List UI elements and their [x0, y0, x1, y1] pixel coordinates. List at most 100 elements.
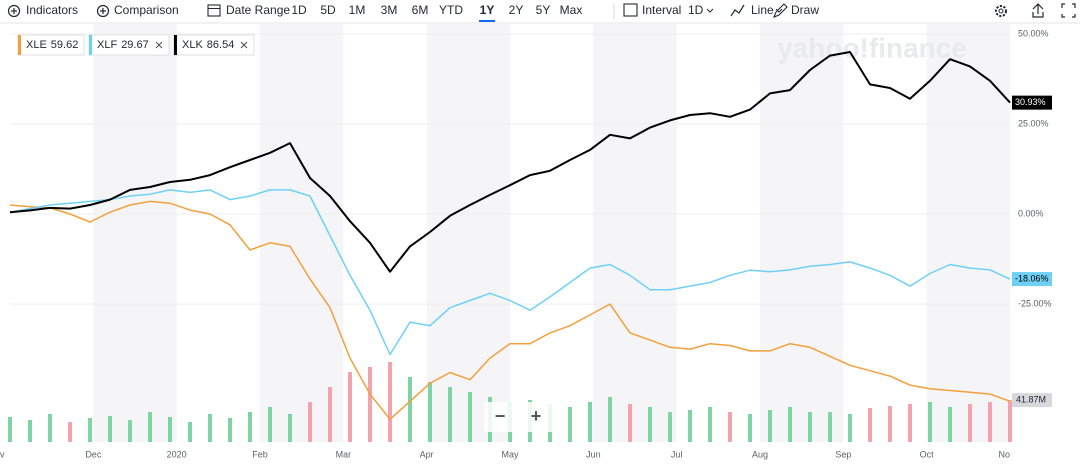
- month-band: [926, 24, 1010, 442]
- legend-swatch: [174, 35, 177, 55]
- remove-icon[interactable]: [240, 41, 248, 49]
- volume-bar: [468, 392, 472, 442]
- range-button[interactable]: 1D: [291, 3, 307, 17]
- legend-price: 59.62: [51, 39, 79, 51]
- range-button[interactable]: 1Y: [480, 3, 495, 17]
- legend-chip[interactable]: XLE 59.62: [17, 34, 85, 56]
- range-button[interactable]: Max: [560, 3, 583, 17]
- draw-label[interactable]: Draw: [791, 3, 819, 17]
- volume-badge: [1012, 393, 1052, 408]
- icon: [96, 4, 110, 18]
- interval-label[interactable]: Interval: [642, 3, 681, 17]
- icon: [773, 3, 788, 18]
- x-tick-label: Mar: [336, 449, 352, 459]
- x-tick-label: 2020: [167, 449, 187, 459]
- x-tick-label: Feb: [252, 449, 268, 459]
- last-value-badge: [1012, 95, 1052, 110]
- legend-name: XLK: [182, 39, 203, 51]
- volume-bar: [348, 372, 352, 442]
- x-tick-label: Oct: [920, 449, 935, 459]
- legend: XLE 59.62 XLF 29.67 XLK 86.54: [17, 34, 255, 56]
- volume-bar: [448, 387, 452, 442]
- comparison-button[interactable]: Comparison: [96, 3, 179, 18]
- legend-chip[interactable]: XLF 29.67: [88, 34, 170, 56]
- icon: [7, 4, 21, 18]
- interval-value[interactable]: 1D: [688, 3, 704, 17]
- zoom-in[interactable]: +: [531, 406, 542, 426]
- range-button[interactable]: 5D: [320, 3, 336, 17]
- volume-bar: [948, 407, 952, 442]
- volume-label: 41.87M: [1016, 395, 1046, 405]
- volume-bar: [968, 404, 972, 442]
- legend-price: 86.54: [207, 39, 235, 51]
- icon: [207, 4, 221, 17]
- month-band: [593, 24, 677, 442]
- date-range-button[interactable]: Date Range: [207, 3, 290, 17]
- legend-chip[interactable]: XLK 86.54: [173, 34, 255, 56]
- icon: [623, 3, 638, 17]
- volume-bar: [708, 407, 712, 442]
- y-tick-label: 0.00%: [1018, 208, 1044, 218]
- volume-bar: [788, 407, 792, 442]
- fullscreen-button[interactable]: [1061, 3, 1076, 18]
- volume-bar: [568, 407, 572, 442]
- month-bands: [93, 24, 1010, 442]
- zoom-controls: − +: [484, 402, 556, 432]
- volume-bar: [148, 412, 152, 442]
- volume-bar: [428, 382, 432, 442]
- indicators-label[interactable]: Indicators: [26, 3, 78, 17]
- range-button[interactable]: 3M: [381, 3, 398, 17]
- date-range-label[interactable]: Date Range: [226, 3, 290, 17]
- volume-bar: [688, 410, 692, 442]
- volume-bar: [608, 397, 612, 442]
- month-band: [93, 24, 177, 442]
- volume-bar: [308, 402, 312, 442]
- volume-bar: [748, 414, 752, 442]
- range-button[interactable]: YTD: [439, 3, 463, 17]
- volume-bar: [648, 407, 652, 442]
- x-tick-label: Jun: [586, 449, 601, 459]
- x-tick-label: Sep: [835, 449, 851, 459]
- share-button[interactable]: [1032, 3, 1044, 18]
- y-tick-label: 25.00%: [1018, 118, 1049, 128]
- icon: [995, 5, 1007, 17]
- volume-bar: [268, 407, 272, 442]
- plot: v Dec 2020 Feb Mar Apr May Jun Jul Aug Sep Oct No 50.…: [0, 28, 1052, 459]
- settings-button[interactable]: [995, 5, 1007, 17]
- zoom-panel: [484, 402, 556, 432]
- series-line: [9, 51, 1011, 273]
- x-tick-label: Apr: [420, 449, 434, 459]
- line-button[interactable]: Line: [730, 3, 783, 17]
- line-label[interactable]: Line: [751, 3, 774, 17]
- volume-bar: [188, 422, 192, 442]
- range-button[interactable]: 6M: [412, 3, 429, 17]
- volume-bar: [88, 418, 92, 442]
- volume-bar: [888, 406, 892, 442]
- range-button[interactable]: 2Y: [509, 3, 524, 17]
- legend-name: XLF: [97, 39, 117, 51]
- interval-button[interactable]: Interval 1D: [623, 3, 714, 17]
- month-band: [426, 24, 510, 442]
- volume-bar: [928, 402, 932, 442]
- range-button[interactable]: 1M: [349, 3, 366, 17]
- volume-bar: [208, 414, 212, 442]
- comparison-label[interactable]: Comparison: [114, 3, 179, 17]
- watermark: yahoo!finance: [777, 32, 967, 63]
- indicators-button[interactable]: Indicators: [7, 3, 79, 18]
- volume-bar: [68, 422, 72, 442]
- range-buttons: 1D 5D 1M 3M 6M YTD 1Y 2Y 5Y Max: [291, 3, 582, 22]
- volume-bar: [328, 387, 332, 442]
- icon: [100, 8, 106, 14]
- remove-icon[interactable]: [155, 41, 163, 49]
- draw-button[interactable]: Draw: [773, 3, 819, 18]
- volume-bar: [128, 420, 132, 442]
- volume-bar: [8, 417, 12, 442]
- volume-bar: [288, 414, 292, 442]
- icon: [11, 8, 17, 14]
- x-tick-label: May: [501, 449, 519, 459]
- zoom-out[interactable]: −: [495, 406, 506, 426]
- volume-bar: [108, 416, 112, 442]
- range-button[interactable]: 5Y: [536, 3, 551, 17]
